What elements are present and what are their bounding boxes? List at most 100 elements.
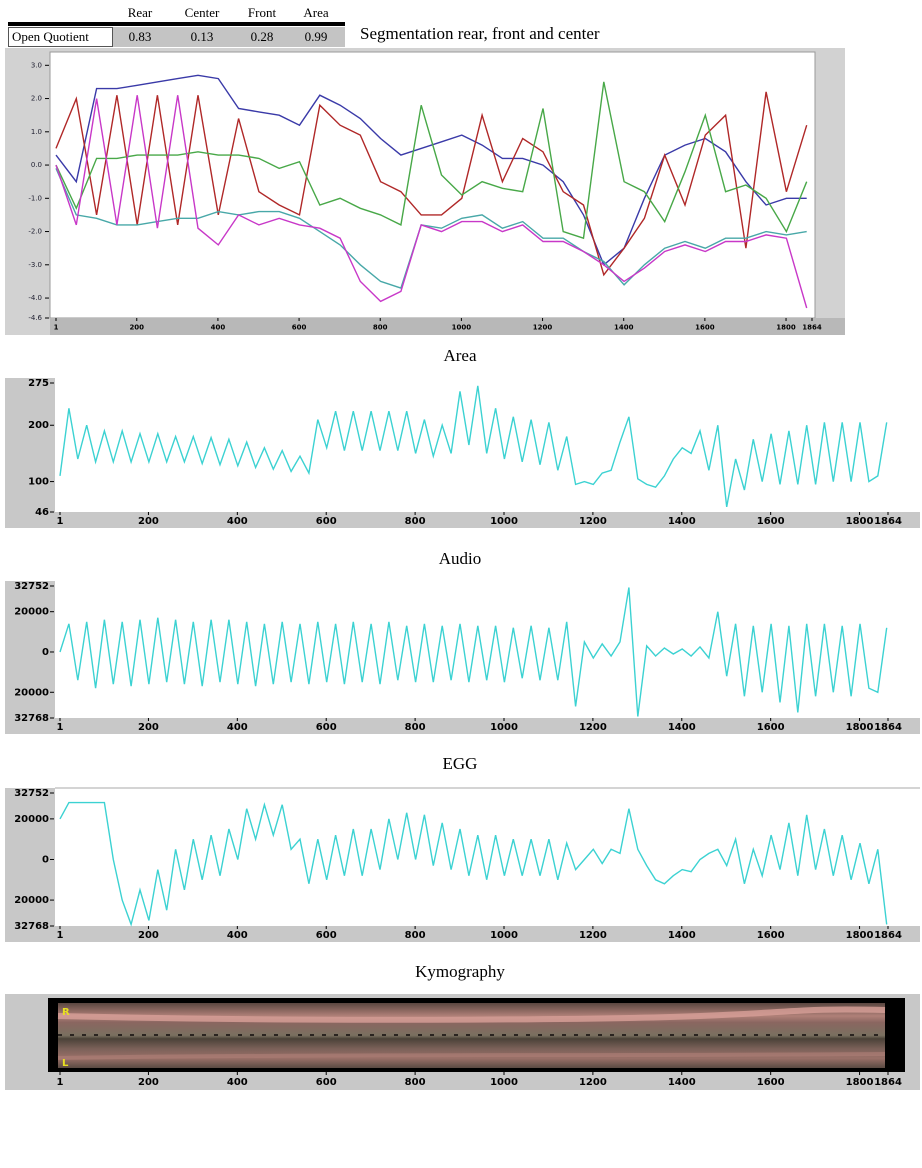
x-tick-label: 1600 [757,722,785,733]
x-tick-label: 1 [57,930,64,941]
y-tick-label: 0 [42,854,49,865]
y-tick-label: 32752 [14,581,49,592]
kymo-fold [57,1006,886,1023]
x-tick-label: 1600 [757,930,785,941]
x-tick-label: 1400 [668,1077,696,1088]
table-cell [113,27,345,47]
x-tick-label: 1 [57,722,64,733]
x-tick-label: 1864 [874,930,902,941]
kymo-label: R [62,1007,70,1018]
x-tick-label: 1600 [757,516,785,527]
oq-table: Rear Center Front Area Open Quotient 0.8… [8,5,345,47]
x-tick-label: 400 [227,930,248,941]
x-tick-label: 1 [54,324,59,332]
x-tick-label: 600 [316,1077,337,1088]
y-tick-label: 100 [28,477,49,488]
table-cell [8,27,113,47]
row-label: Open Quotient [12,29,89,44]
panel [5,378,55,512]
y-tick-label: 200 [28,420,49,431]
y-tick-label: 20000 [14,687,49,698]
x-tick-label: 1800 [846,1077,874,1088]
x-tick-label: 1200 [579,1077,607,1088]
y-tick-label: 32768 [14,713,49,724]
y-tick-label: -4.0 [28,294,42,302]
x-tick-label: 200 [129,324,144,332]
x-tick-label: 1800 [846,930,874,941]
panel [5,788,55,926]
table-value: 0.13 [191,29,214,44]
x-tick-label: 1400 [668,516,696,527]
kymo-label: L [62,1058,69,1069]
x-tick-label: 600 [316,722,337,733]
data-line [55,81,808,240]
x-tick-label: 1400 [668,930,696,941]
table-header: Front [248,5,277,20]
y-tick-label: 2.0 [31,95,42,103]
x-tick-label: 1400 [668,722,696,733]
x-tick-label: 1800 [846,722,874,733]
x-tick-label: 800 [405,1077,426,1088]
x-tick-label: 200 [138,722,159,733]
y-tick-label: 20000 [14,895,49,906]
x-tick-label: 400 [227,1077,248,1088]
kymo-fold [57,1052,886,1060]
y-tick-label: 46 [35,507,49,518]
x-tick-label: 1800 [776,324,796,332]
y-tick-label: 3.0 [31,61,42,69]
x-tick-label: 800 [405,516,426,527]
x-tick-label: 1000 [490,930,518,941]
x-tick-label: 400 [227,722,248,733]
x-tick-label: 800 [405,722,426,733]
y-tick-label: -2.0 [28,228,42,236]
x-tick-label: 1 [57,1077,64,1088]
x-tick-label: 1600 [757,1077,785,1088]
chart-title: EGG [443,754,478,773]
x-tick-label: 600 [316,930,337,941]
panel [5,581,55,718]
x-tick-label: 200 [138,930,159,941]
y-tick-label: 20000 [14,814,49,825]
x-axis-strip [5,1072,920,1090]
x-tick-label: 200 [138,516,159,527]
x-tick-label: 1000 [490,516,518,527]
table-rule [8,22,345,26]
chart-title: Kymography [415,962,505,981]
x-tick-label: 1864 [874,516,902,527]
data-line [59,587,888,717]
x-tick-label: 800 [405,930,426,941]
x-tick-label: 1864 [874,722,902,733]
y-tick-label: 20000 [14,607,49,618]
x-tick-label: 1600 [695,324,715,332]
data-line [55,95,808,309]
chart-title: Area [443,346,476,365]
x-tick-label: 1200 [579,722,607,733]
x-tick-label: 1200 [533,324,553,332]
chart-title: Segmentation rear, front and center [360,24,600,43]
table-value: 0.28 [251,29,274,44]
y-tick-label: 0 [42,647,49,658]
x-tick-label: 1200 [579,516,607,527]
table-value: 0.83 [129,29,152,44]
x-axis-strip [5,926,920,942]
y-tick-label: 1.0 [31,128,42,136]
table-header: Center [185,5,220,20]
x-tick-label: 1000 [490,722,518,733]
data-line [55,74,807,266]
data-line [59,385,888,508]
table-header: Area [303,5,328,20]
x-tick-label: 1000 [490,1077,518,1088]
plot-area [49,51,816,319]
data-line [55,91,808,277]
y-tick-label: -1.0 [28,194,42,202]
x-tick-label: 1000 [452,324,472,332]
x-tick-label: 600 [292,324,307,332]
x-tick-label: 1800 [846,516,874,527]
x-tick-label: 1400 [614,324,634,332]
chart-title: Audio [439,549,482,568]
